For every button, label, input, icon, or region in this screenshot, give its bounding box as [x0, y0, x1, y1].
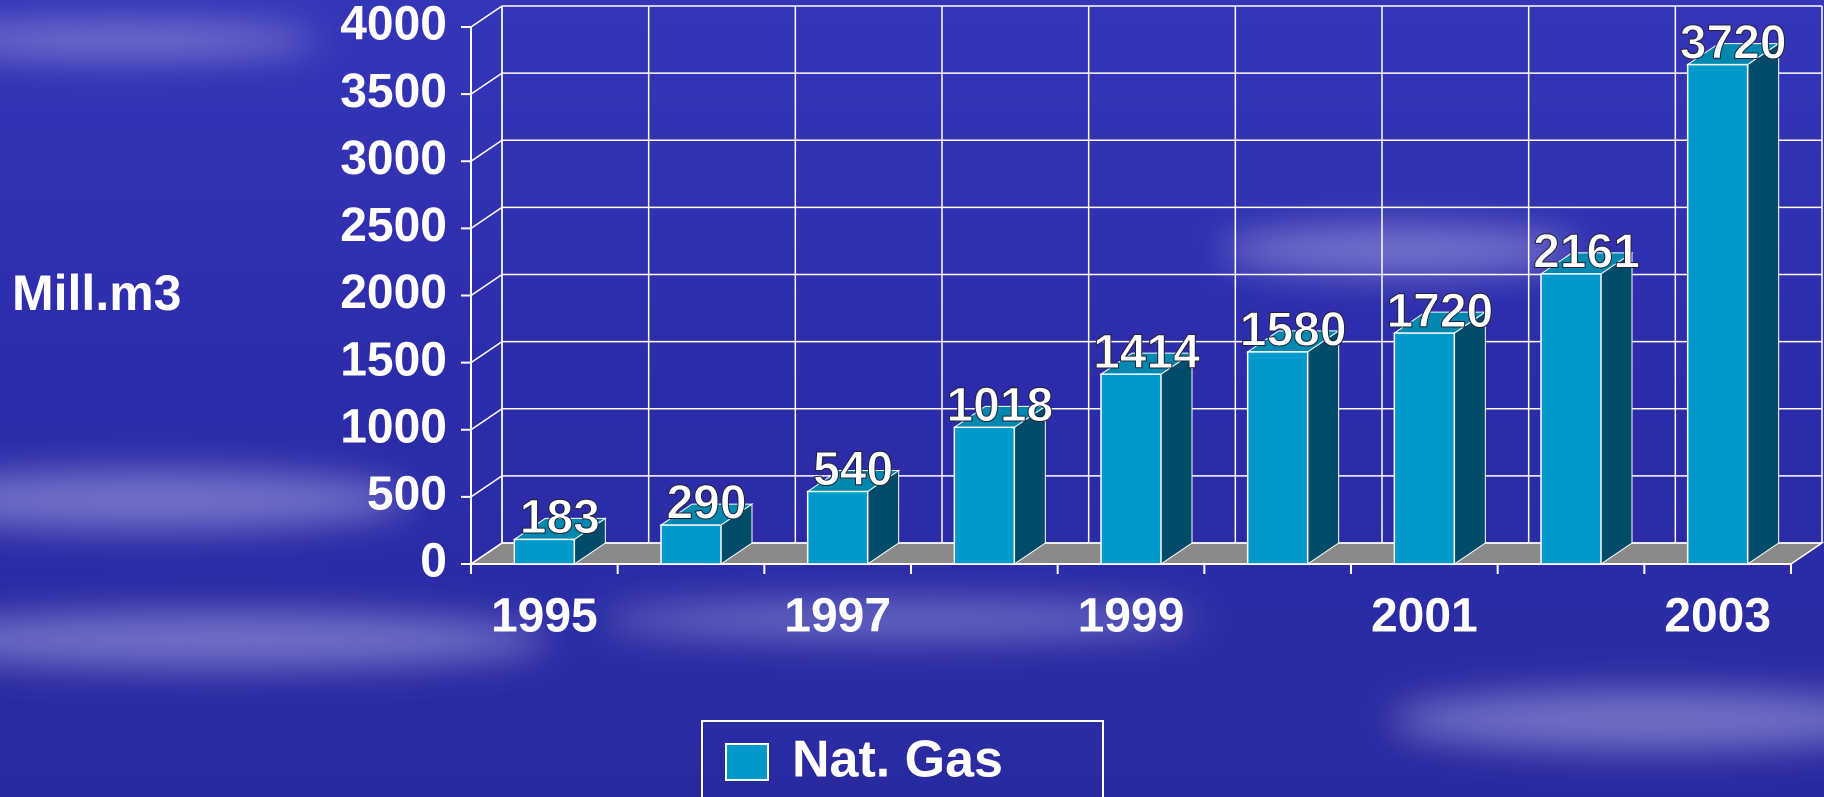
- grid-line-side: [470, 206, 503, 229]
- bar-front: [660, 524, 722, 565]
- bar: [512, 517, 607, 565]
- data-label: 1720: [1386, 285, 1493, 338]
- bar-front: [1393, 332, 1456, 565]
- data-label: 1580: [1240, 304, 1347, 357]
- data-label: 1414: [1093, 326, 1200, 379]
- bar-front: [513, 538, 576, 565]
- x-tick-label: 1995: [491, 590, 598, 643]
- bar: [1539, 251, 1634, 565]
- clouds: [0, 22, 1824, 750]
- grid-line-side: [470, 341, 503, 364]
- bar-front: [1540, 273, 1602, 565]
- data-label: 3720: [1680, 16, 1787, 69]
- y-axis-label: Mill.m3: [12, 265, 181, 321]
- grid-line-side: [470, 475, 503, 498]
- data-label: 1018: [946, 379, 1053, 432]
- y-tick-label: 0: [420, 535, 447, 588]
- bar-front: [953, 426, 1016, 565]
- x-tick-label: 1999: [1078, 590, 1185, 643]
- x-tick-label: 2001: [1371, 590, 1478, 643]
- bar: [659, 503, 754, 565]
- y-tick-label: 4000: [340, 0, 447, 51]
- bar-side: [1600, 251, 1633, 565]
- y-tick-label: 500: [367, 468, 447, 521]
- bar-side: [1307, 329, 1340, 565]
- data-label: 540: [813, 443, 893, 496]
- legend-box: [701, 720, 1104, 797]
- bar-front: [1100, 373, 1162, 565]
- bar: [1686, 42, 1781, 565]
- bar: [806, 469, 901, 565]
- bar: [952, 405, 1047, 565]
- plot-area: 0 500 1000 1500 2000 2500 3000 3500 4000 1995 1997…: [340, 0, 1824, 643]
- bar-front: [1686, 63, 1749, 565]
- bar: [1246, 329, 1341, 565]
- bar-front: [806, 490, 869, 565]
- grid-line-side: [470, 139, 503, 162]
- grid-line-side: [470, 5, 503, 28]
- bar-side: [1160, 352, 1193, 565]
- y-tick-label: 1500: [340, 333, 447, 386]
- grid-line-side: [470, 273, 503, 297]
- grid-line-side: [470, 542, 503, 565]
- bar-side: [1747, 42, 1780, 565]
- y-tick-label: 3500: [340, 65, 447, 118]
- bar: [1392, 311, 1487, 565]
- legend-label: Nat. Gas: [792, 731, 1003, 789]
- y-tick-label: 2500: [340, 199, 447, 252]
- data-label: 290: [666, 477, 746, 530]
- x-tick-label: 2003: [1664, 590, 1771, 643]
- x-tick-label: 1997: [784, 590, 891, 643]
- bar-front: [1246, 351, 1309, 565]
- y-tick-label: 1000: [340, 400, 447, 453]
- grid-line-side: [470, 408, 503, 431]
- grid-line-side: [470, 72, 503, 95]
- legend-swatch: [725, 743, 769, 781]
- y-tick-label: 3000: [340, 132, 447, 185]
- y-tick-label: 2000: [340, 266, 447, 319]
- data-label: 183: [520, 491, 600, 544]
- bar-side: [1453, 311, 1486, 565]
- bar: [1099, 352, 1194, 565]
- data-label: 2161: [1533, 226, 1640, 279]
